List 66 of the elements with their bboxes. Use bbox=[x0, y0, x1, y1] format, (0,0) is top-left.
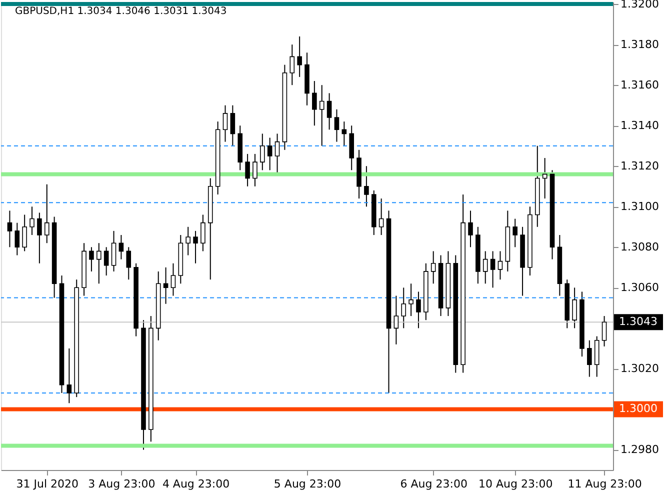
candlestick bbox=[468, 210, 473, 248]
candlestick bbox=[111, 230, 116, 272]
candlestick bbox=[104, 246, 109, 276]
candlestick bbox=[66, 348, 72, 404]
candlestick bbox=[89, 246, 94, 272]
candlestick bbox=[186, 226, 190, 256]
ref-line-label: 1.3043 bbox=[619, 315, 658, 328]
candlestick bbox=[408, 283, 414, 317]
candlestick bbox=[512, 218, 518, 248]
y-tick-label: 1.3100 bbox=[620, 200, 659, 214]
x-tick-label: 3 Aug 23:00 bbox=[88, 478, 156, 490]
candlestick bbox=[334, 108, 340, 142]
x-tick-label: 31 Jul 2020 bbox=[16, 478, 79, 490]
candlestick bbox=[587, 340, 592, 378]
candlestick bbox=[126, 246, 132, 280]
candlestick bbox=[222, 104, 228, 142]
candlestick bbox=[245, 153, 250, 187]
candlestick bbox=[163, 266, 168, 304]
x-tick-label: 5 Aug 23:00 bbox=[274, 478, 342, 490]
candlestick bbox=[490, 250, 496, 288]
candlestick bbox=[14, 222, 20, 256]
candlestick bbox=[312, 80, 317, 126]
candlestick bbox=[297, 36, 302, 78]
candlestick bbox=[364, 166, 369, 208]
candlestick bbox=[401, 287, 406, 329]
candlestick bbox=[7, 210, 12, 248]
candlestick bbox=[498, 250, 503, 280]
candlestick bbox=[378, 198, 384, 236]
ref-line-label: 1.3000 bbox=[619, 402, 658, 416]
candlestick bbox=[200, 214, 206, 252]
y-tick-label: 1.2980 bbox=[620, 443, 659, 456]
y-tick-label: 1.3020 bbox=[620, 362, 659, 376]
candlestick bbox=[118, 234, 124, 260]
x-tick-label: 10 Aug 23:00 bbox=[478, 478, 553, 490]
candlestick bbox=[44, 184, 50, 244]
candlestick bbox=[30, 206, 34, 236]
candlestick bbox=[394, 295, 399, 345]
y-tick-label: 1.3060 bbox=[620, 281, 659, 294]
chart-title: GBPUSD,H1 1.3034 1.3046 1.3031 1.3043 bbox=[15, 6, 227, 17]
candlestick bbox=[416, 291, 421, 329]
candlestick bbox=[319, 84, 324, 146]
candlestick bbox=[96, 242, 102, 284]
candlestick bbox=[274, 133, 280, 175]
candlestick bbox=[482, 250, 488, 284]
x-tick-label: 11 Aug 23:00 bbox=[568, 478, 642, 490]
y-tick-label: 1.3180 bbox=[620, 38, 659, 52]
y-tick-label: 1.3140 bbox=[620, 119, 659, 132]
y-tick-label: 1.3160 bbox=[620, 78, 659, 92]
y-tick-label: 1.3120 bbox=[620, 160, 659, 173]
candlestick bbox=[37, 212, 42, 264]
x-tick-label: 6 Aug 23:00 bbox=[400, 478, 468, 490]
candlestick bbox=[193, 230, 198, 264]
candlestick bbox=[326, 92, 332, 130]
candlestick bbox=[430, 250, 436, 284]
candlestick bbox=[230, 104, 236, 146]
candlestick bbox=[252, 153, 258, 187]
candlestick bbox=[260, 133, 265, 171]
x-tick-label: 4 Aug 23:00 bbox=[162, 478, 230, 490]
candlestick bbox=[290, 44, 295, 86]
candlestick bbox=[170, 262, 176, 296]
candlestick bbox=[602, 316, 607, 347]
candlestick bbox=[267, 137, 272, 171]
candlestick bbox=[342, 121, 347, 146]
y-tick-label: 1.3080 bbox=[620, 240, 659, 254]
candlestick bbox=[572, 287, 577, 329]
candlestick bbox=[22, 214, 27, 252]
